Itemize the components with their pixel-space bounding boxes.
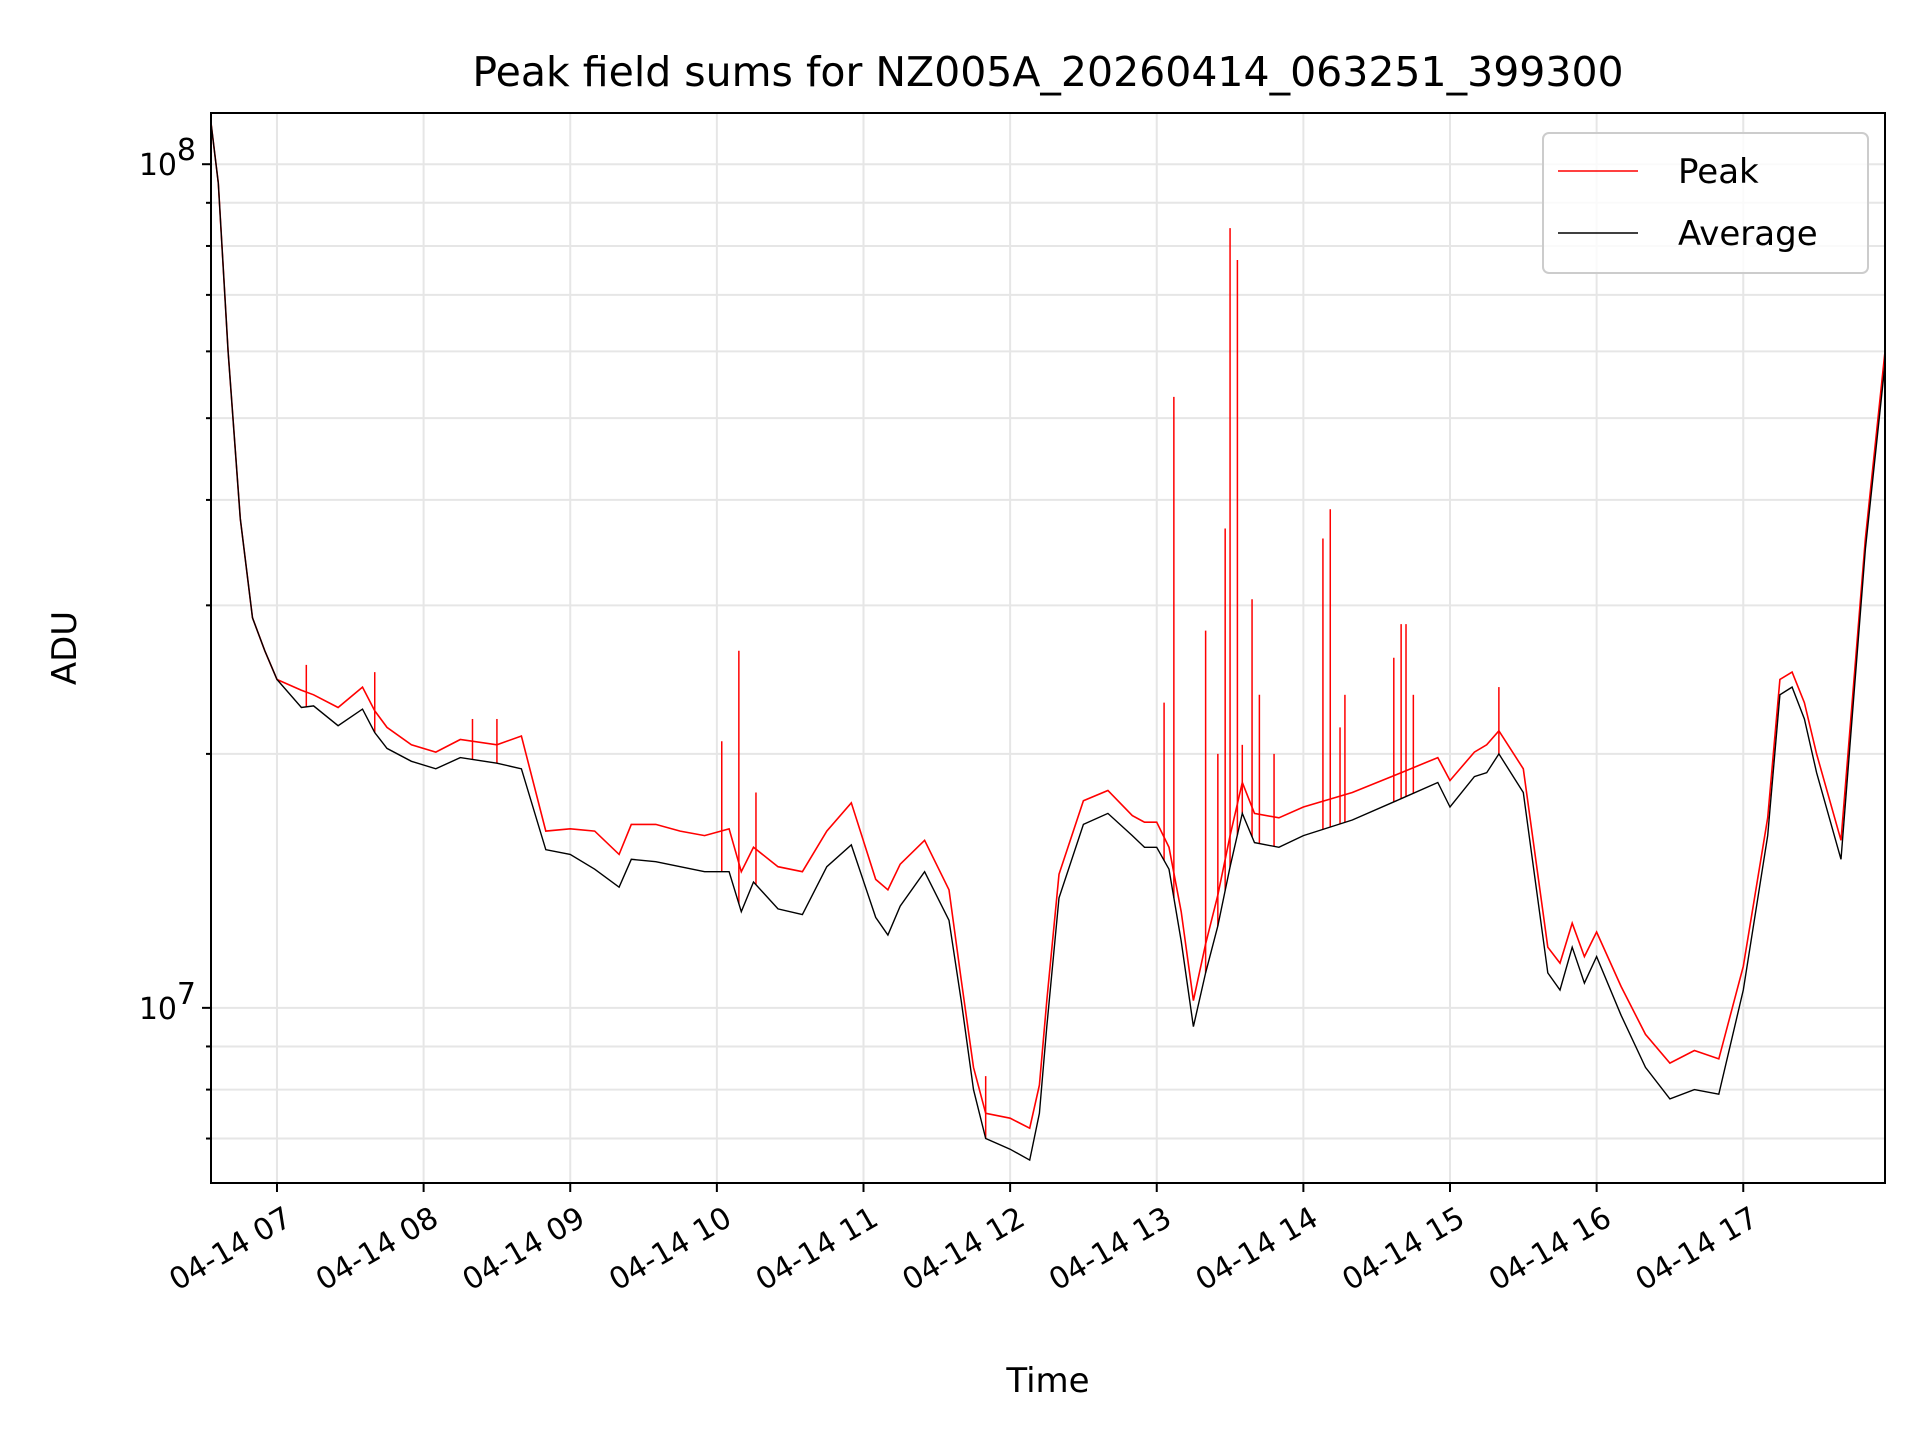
y-tick-label: 10	[139, 992, 177, 1027]
y-tick-exponent: 8	[177, 133, 196, 168]
y-tick-label: 10	[139, 148, 177, 183]
y-tick-exponent: 7	[177, 977, 196, 1012]
series-group	[211, 122, 1885, 1162]
plot-frame	[210, 112, 1886, 1184]
series-line-peak	[211, 122, 1885, 1130]
legend: Peak Average	[1542, 132, 1869, 274]
x-axis-label: Time	[1005, 1361, 1089, 1401]
chart-title: Peak field sums for NZ005A_20260414_0632…	[472, 48, 1623, 96]
legend-label-peak: Peak	[1678, 152, 1759, 192]
series-line-average	[211, 122, 1885, 1162]
plot-area	[211, 122, 1885, 1162]
y-axis-label: ADU	[45, 611, 85, 685]
legend-box	[1542, 132, 1869, 274]
legend-label-average: Average	[1678, 214, 1818, 254]
